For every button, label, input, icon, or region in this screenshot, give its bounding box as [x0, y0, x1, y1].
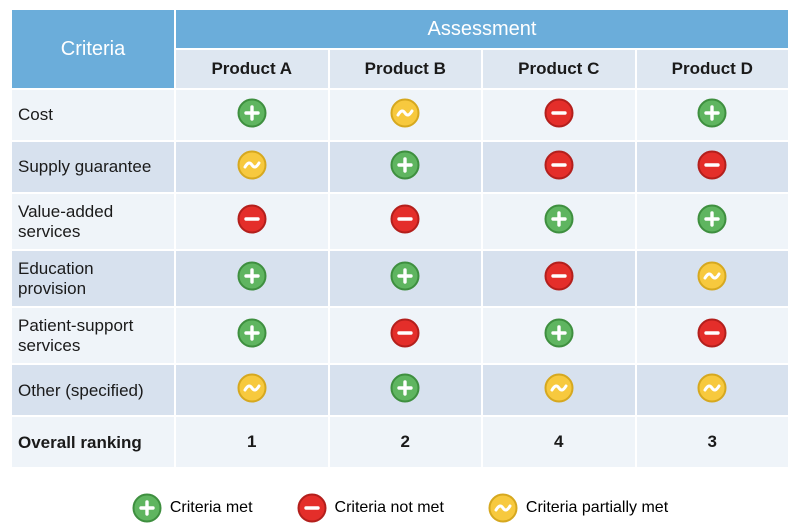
criteria-label: Patient-support services	[11, 307, 175, 364]
legend-notmet: Criteria not met	[297, 493, 444, 523]
assessment-cell	[636, 141, 790, 193]
minus-icon	[390, 318, 420, 348]
assessment-cell	[482, 141, 636, 193]
assessment-cell	[175, 193, 329, 250]
table-row: Cost	[11, 89, 789, 141]
tilde-icon	[544, 373, 574, 403]
plus-icon	[390, 373, 420, 403]
criteria-label: Cost	[11, 89, 175, 141]
assessment-cell	[329, 193, 483, 250]
assessment-cell	[329, 364, 483, 416]
table-row: Other (specified)	[11, 364, 789, 416]
plus-icon	[390, 261, 420, 291]
criteria-label: Supply guarantee	[11, 141, 175, 193]
assessment-cell	[329, 89, 483, 141]
minus-icon	[544, 261, 574, 291]
header-product-3: Product D	[636, 49, 790, 89]
header-product-0: Product A	[175, 49, 329, 89]
assessment-cell	[636, 364, 790, 416]
assessment-cell	[636, 307, 790, 364]
table-row: Value-added services	[11, 193, 789, 250]
legend: Criteria met Criteria not met Criteria p…	[10, 493, 790, 523]
minus-icon	[697, 318, 727, 348]
table-row: Supply guarantee	[11, 141, 789, 193]
assessment-cell	[329, 141, 483, 193]
assessment-cell	[482, 307, 636, 364]
plus-icon	[132, 493, 162, 523]
tilde-icon	[697, 261, 727, 291]
minus-icon	[544, 98, 574, 128]
table-row: Education provision	[11, 250, 789, 307]
plus-icon	[544, 204, 574, 234]
assessment-cell	[482, 364, 636, 416]
ranking-row: Overall ranking1243	[11, 416, 789, 468]
assessment-cell	[175, 307, 329, 364]
legend-met: Criteria met	[132, 493, 253, 523]
assessment-cell	[175, 364, 329, 416]
tilde-icon	[488, 493, 518, 523]
plus-icon	[237, 318, 267, 348]
table-row: Patient-support services	[11, 307, 789, 364]
ranking-label: Overall ranking	[11, 416, 175, 468]
criteria-label: Other (specified)	[11, 364, 175, 416]
assessment-cell	[636, 250, 790, 307]
assessment-cell	[175, 89, 329, 141]
ranking-value: 1	[175, 416, 329, 468]
plus-icon	[697, 204, 727, 234]
minus-icon	[544, 150, 574, 180]
tilde-icon	[237, 150, 267, 180]
criteria-label: Education provision	[11, 250, 175, 307]
ranking-value: 4	[482, 416, 636, 468]
ranking-value: 3	[636, 416, 790, 468]
header-criteria: Criteria	[11, 9, 175, 89]
minus-icon	[237, 204, 267, 234]
plus-icon	[544, 318, 574, 348]
assessment-table: Criteria Assessment Product AProduct BPr…	[10, 8, 790, 469]
plus-icon	[237, 98, 267, 128]
plus-icon	[697, 98, 727, 128]
header-product-2: Product C	[482, 49, 636, 89]
assessment-cell	[329, 250, 483, 307]
assessment-cell	[482, 250, 636, 307]
assessment-cell	[175, 250, 329, 307]
assessment-cell	[329, 307, 483, 364]
minus-icon	[697, 150, 727, 180]
criteria-label: Value-added services	[11, 193, 175, 250]
assessment-cell	[636, 89, 790, 141]
assessment-cell	[636, 193, 790, 250]
tilde-icon	[390, 98, 420, 128]
minus-icon	[390, 204, 420, 234]
tilde-icon	[237, 373, 267, 403]
ranking-value: 2	[329, 416, 483, 468]
tilde-icon	[697, 373, 727, 403]
header-product-1: Product B	[329, 49, 483, 89]
assessment-cell	[175, 141, 329, 193]
legend-partial: Criteria partially met	[488, 493, 668, 523]
assessment-cell	[482, 193, 636, 250]
minus-icon	[297, 493, 327, 523]
header-assessment: Assessment	[175, 9, 789, 49]
assessment-cell	[482, 89, 636, 141]
plus-icon	[237, 261, 267, 291]
plus-icon	[390, 150, 420, 180]
